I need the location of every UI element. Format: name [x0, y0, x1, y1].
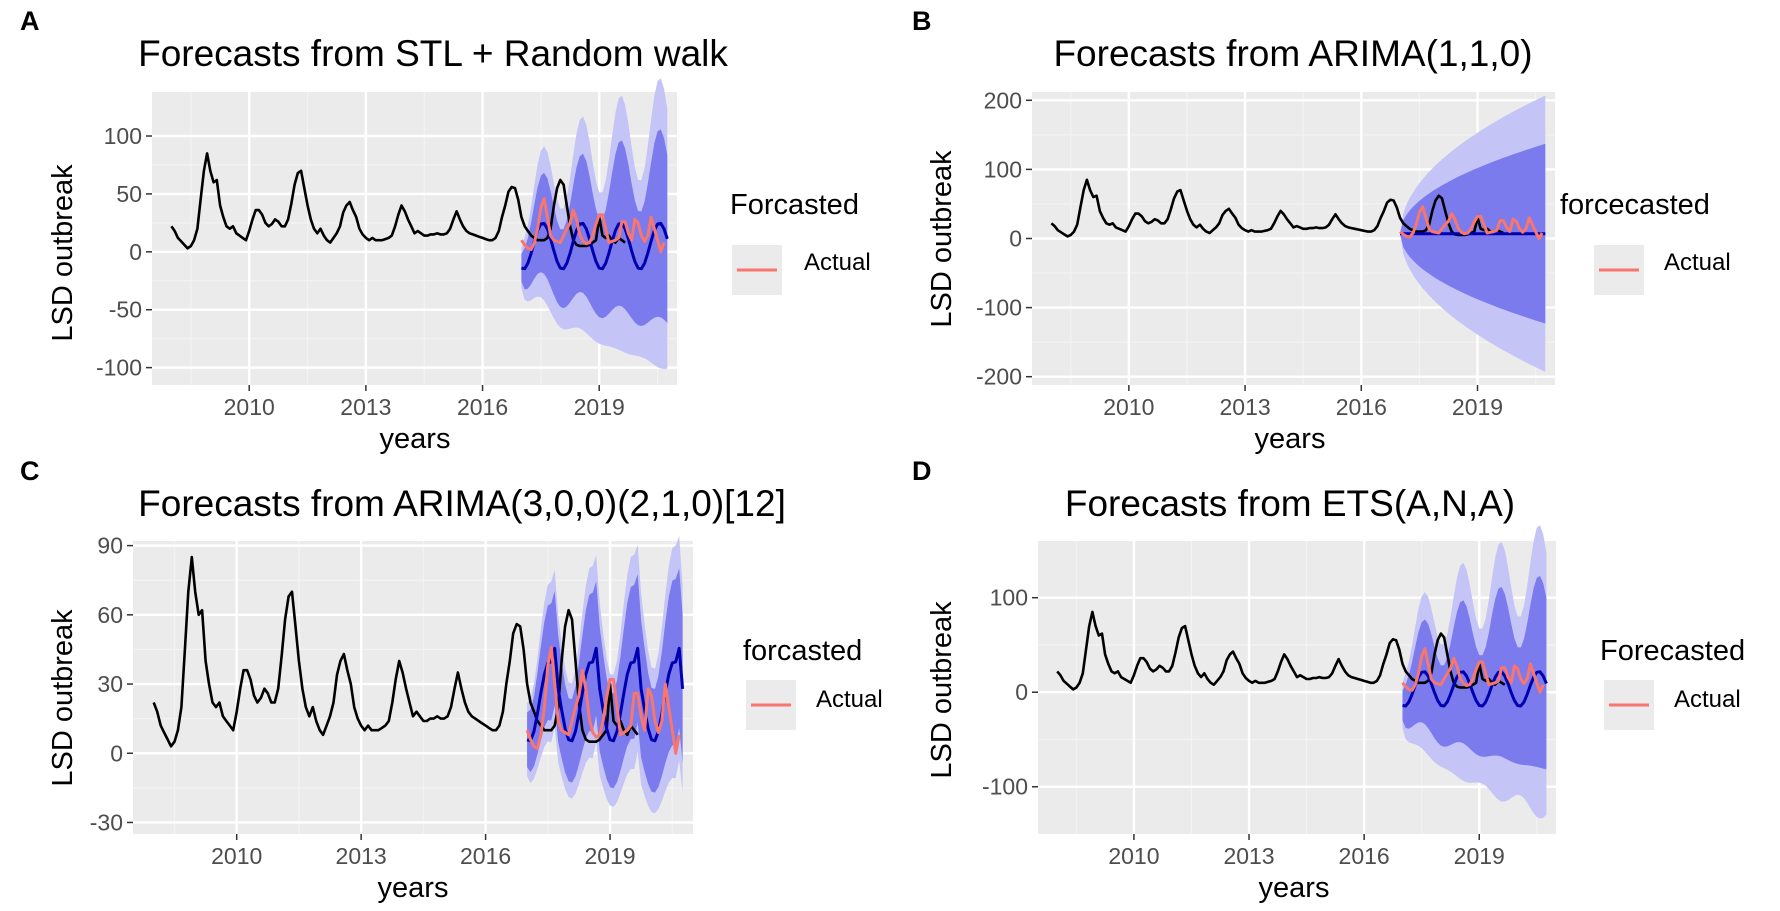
chart-panel-c: C Forecasts from ARIMA(3,0,0)(2,1,0)[12] -… — [20, 456, 883, 904]
legend: Forcasted Actual — [730, 189, 871, 295]
x-tick-label: 2019 — [1452, 394, 1503, 420]
x-tick-label: 2010 — [1108, 843, 1159, 869]
x-tick-label: 2016 — [460, 843, 511, 869]
forecast-mean-line — [1402, 670, 1548, 708]
legend-entry-actual: Actual — [1664, 249, 1731, 276]
actual-series-line — [1401, 647, 1545, 694]
legend: forcasted Actual — [743, 635, 883, 730]
x-tick-label: 2013 — [1219, 394, 1270, 420]
y-tick-label: 0 — [129, 239, 142, 265]
y-tick-label: 0 — [1015, 679, 1028, 705]
chart-panel-b: B Forecasts from ARIMA(1,1,0) -200 -100 0 100… — [912, 6, 1731, 455]
y-axis-label: LSD outbreak — [47, 609, 79, 787]
actual-series-line — [520, 197, 666, 254]
chart-title: Forecasts from ARIMA(1,1,0) — [1053, 33, 1532, 74]
legend-entry-actual: Actual — [804, 249, 871, 276]
y-tick-label: -100 — [982, 774, 1028, 800]
x-axis-label: years — [378, 872, 449, 904]
y-axis-label: LSD outbreak — [47, 164, 79, 342]
chart-panel-d: D Forecasts from ETS(A,N,A) -100 0 100 2010 20… — [912, 456, 1745, 904]
legend: Forecasted Actual — [1600, 635, 1745, 730]
y-axis-label: LSD outbreak — [926, 601, 958, 779]
chart-title: Forecasts from ARIMA(3,0,0)(2,1,0)[12] — [138, 483, 786, 524]
x-tick-label: 2013 — [1223, 843, 1274, 869]
y-tick-label: 60 — [97, 602, 123, 628]
x-tick-label: 2019 — [584, 843, 635, 869]
panel-label: D — [912, 456, 932, 486]
legend-entry-actual: Actual — [816, 686, 883, 713]
x-tick-label: 2016 — [1339, 843, 1390, 869]
legend: forcecasted Actual — [1560, 189, 1731, 295]
x-tick-label: 2016 — [457, 394, 508, 420]
x-axis-label: years — [380, 423, 451, 455]
x-tick-label: 2016 — [1336, 394, 1387, 420]
forecast-mean-line — [521, 221, 669, 271]
x-tick-label: 2019 — [574, 394, 625, 420]
panel-label: A — [20, 6, 40, 36]
chart-panel-a: A Forecasts from STL + Random walk -100 -50… — [20, 6, 871, 455]
chart-title: Forecasts from ETS(A,N,A) — [1065, 483, 1515, 524]
legend-title: forcecasted — [1560, 189, 1710, 221]
y-tick-label: 100 — [984, 156, 1022, 182]
y-tick-label: 200 — [984, 87, 1022, 113]
x-axis-label: years — [1255, 423, 1326, 455]
chart-title: Forecasts from STL + Random walk — [138, 33, 728, 74]
y-tick-label: -30 — [90, 809, 123, 835]
x-tick-label: 2010 — [1103, 394, 1154, 420]
y-tick-label: -100 — [96, 355, 142, 381]
y-tick-label: 90 — [97, 533, 123, 559]
x-axis-label: years — [1259, 872, 1330, 904]
y-tick-label: -100 — [976, 295, 1022, 321]
x-tick-label: 2019 — [1454, 843, 1505, 869]
y-tick-label: 50 — [116, 181, 142, 207]
y-tick-label: 30 — [97, 671, 123, 697]
x-tick-label: 2013 — [336, 843, 387, 869]
y-tick-label: -50 — [109, 297, 142, 323]
legend-title: Forcasted — [730, 189, 859, 221]
y-tick-label: 0 — [1009, 226, 1022, 252]
panel-label: B — [912, 6, 932, 36]
y-tick-label: 100 — [104, 123, 142, 149]
x-tick-label: 2010 — [211, 843, 262, 869]
y-axis-label: LSD outbreak — [926, 150, 958, 328]
legend-title: Forecasted — [1600, 635, 1745, 667]
x-tick-label: 2010 — [224, 394, 275, 420]
prediction-band-80 — [527, 568, 683, 793]
legend-entry-actual: Actual — [1674, 686, 1741, 713]
actual-series-line — [525, 645, 681, 755]
panel-label: C — [20, 456, 40, 486]
y-tick-label: -200 — [976, 364, 1022, 390]
legend-title: forcasted — [743, 635, 862, 667]
y-tick-label: 0 — [110, 740, 123, 766]
y-tick-label: 100 — [990, 585, 1028, 611]
x-tick-label: 2013 — [340, 394, 391, 420]
actual-series-line — [1399, 205, 1544, 240]
